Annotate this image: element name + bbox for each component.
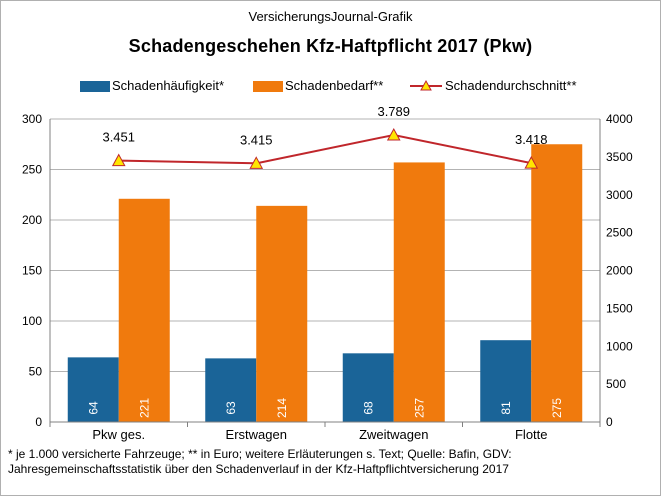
y-right-tick-label: 500 bbox=[606, 377, 626, 391]
bar-demand bbox=[118, 198, 170, 422]
legend-swatch-frequency bbox=[80, 81, 110, 92]
bar-label-frequency: 81 bbox=[499, 401, 513, 415]
y-right-tick-label: 3000 bbox=[606, 188, 633, 202]
y-left-tick-label: 50 bbox=[29, 365, 43, 379]
x-tick-label: Zweitwagen bbox=[359, 427, 428, 442]
x-tick-label: Erstwagen bbox=[226, 427, 287, 442]
y-right-tick-label: 1500 bbox=[606, 301, 633, 315]
bar-label-frequency: 68 bbox=[361, 401, 375, 415]
bar-frequency bbox=[480, 340, 532, 422]
y-right-tick-label: 2000 bbox=[606, 264, 633, 278]
point-marker-average bbox=[524, 156, 539, 169]
footnote: * je 1.000 versicherte Fahrzeuge; ** in … bbox=[8, 447, 656, 477]
legend-swatch-average bbox=[410, 79, 442, 91]
data-label-average: 3.451 bbox=[102, 130, 135, 145]
y-right-tick-label: 4000 bbox=[606, 112, 633, 126]
legend: Schadenhäufigkeit* Schadenbedarf** Schad… bbox=[0, 77, 661, 95]
y-left-tick-label: 150 bbox=[22, 264, 42, 278]
y-left-tick-label: 300 bbox=[22, 112, 42, 126]
x-tick-label: Pkw ges. bbox=[92, 427, 145, 442]
legend-label-frequency: Schadenhäufigkeit* bbox=[112, 78, 225, 93]
point-marker-average bbox=[111, 153, 126, 167]
legend-label-average: Schadendurchschnitt** bbox=[445, 78, 577, 93]
y-left-tick-label: 0 bbox=[35, 415, 42, 429]
y-right-tick-label: 2500 bbox=[606, 226, 633, 240]
bar-frequency bbox=[67, 357, 119, 422]
bar-label-frequency: 64 bbox=[86, 401, 100, 415]
legend-swatch-demand bbox=[253, 81, 283, 92]
bar-demand bbox=[531, 144, 583, 422]
y-left-tick-label: 200 bbox=[22, 213, 42, 227]
bar-demand bbox=[393, 162, 445, 422]
y-left-tick-label: 250 bbox=[22, 163, 42, 177]
x-tick-label: Flotte bbox=[515, 427, 548, 442]
data-label-average: 3.418 bbox=[515, 132, 548, 147]
data-label-average: 3.415 bbox=[240, 132, 273, 147]
chart-source: VersicherungsJournal-Grafik bbox=[248, 9, 413, 24]
bar-label-demand: 214 bbox=[275, 398, 289, 418]
y-right-tick-label: 0 bbox=[606, 415, 613, 429]
footnote-line-2: Jahresgemeinschaftsstatistik über den Sc… bbox=[8, 462, 509, 476]
chart-title: Schadengeschehen Kfz-Haftpflicht 2017 (P… bbox=[128, 36, 533, 56]
y-left-tick-label: 100 bbox=[22, 314, 42, 328]
y-right-tick-label: 1000 bbox=[606, 339, 633, 353]
series-line-average bbox=[118, 133, 532, 165]
bar-frequency bbox=[342, 353, 394, 422]
bar-demand bbox=[256, 205, 308, 422]
bar-label-demand: 275 bbox=[550, 398, 564, 418]
point-marker-average bbox=[386, 127, 401, 141]
legend-label-demand: Schadenbedarf** bbox=[285, 78, 384, 93]
footnote-line-1: * je 1.000 versicherte Fahrzeuge; ** in … bbox=[8, 447, 512, 461]
point-marker-average bbox=[249, 156, 264, 169]
bar-label-demand: 221 bbox=[137, 398, 151, 418]
bar-label-demand: 257 bbox=[412, 398, 426, 418]
bar-label-frequency: 63 bbox=[224, 401, 238, 415]
y-right-tick-label: 3500 bbox=[606, 150, 633, 164]
data-label-average: 3.789 bbox=[377, 104, 410, 119]
bar-frequency bbox=[205, 358, 257, 422]
